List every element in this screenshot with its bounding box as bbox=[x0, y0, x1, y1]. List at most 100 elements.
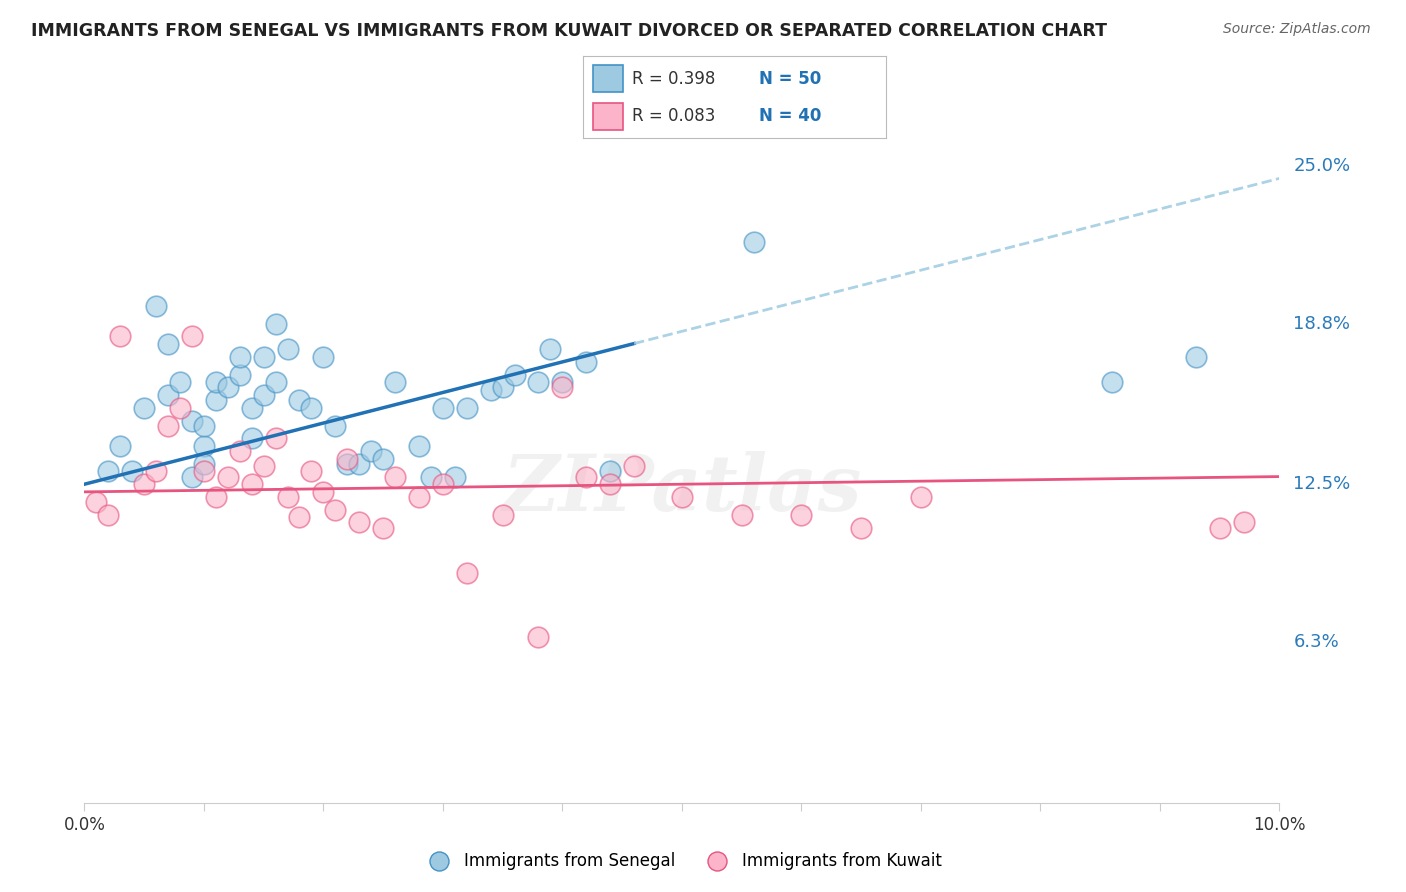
Point bbox=[575, 469, 598, 483]
Point bbox=[193, 457, 215, 471]
Point bbox=[527, 630, 550, 644]
Point bbox=[384, 469, 406, 483]
Point bbox=[181, 469, 204, 483]
Text: ZIPatlas: ZIPatlas bbox=[502, 450, 862, 527]
Point bbox=[288, 393, 311, 408]
Point bbox=[132, 477, 156, 491]
Point bbox=[145, 465, 167, 479]
Point bbox=[492, 508, 515, 522]
Point bbox=[288, 510, 311, 524]
Point bbox=[301, 401, 323, 415]
Point bbox=[264, 376, 287, 390]
Point bbox=[910, 490, 932, 504]
Point bbox=[121, 465, 143, 479]
Point bbox=[432, 401, 454, 415]
Point bbox=[623, 459, 645, 474]
Legend: Immigrants from Senegal, Immigrants from Kuwait: Immigrants from Senegal, Immigrants from… bbox=[416, 846, 948, 877]
Point bbox=[540, 342, 562, 356]
Text: R = 0.398: R = 0.398 bbox=[631, 70, 716, 87]
Point bbox=[97, 465, 120, 479]
Point bbox=[157, 418, 180, 433]
Point bbox=[181, 329, 204, 343]
Point bbox=[312, 484, 335, 499]
Point bbox=[217, 380, 239, 394]
Point bbox=[599, 477, 621, 491]
Point bbox=[253, 459, 276, 474]
Point bbox=[205, 490, 228, 504]
FancyBboxPatch shape bbox=[592, 65, 623, 92]
Point bbox=[527, 376, 550, 390]
FancyBboxPatch shape bbox=[592, 103, 623, 130]
Point bbox=[169, 376, 191, 390]
Point bbox=[86, 495, 108, 509]
Point bbox=[444, 469, 467, 483]
Point bbox=[671, 490, 693, 504]
Point bbox=[575, 355, 598, 369]
Point bbox=[408, 490, 430, 504]
Point bbox=[1233, 516, 1256, 530]
Point bbox=[301, 465, 323, 479]
Point bbox=[253, 350, 276, 364]
Point bbox=[731, 508, 754, 522]
Point bbox=[217, 469, 239, 483]
Point bbox=[1209, 520, 1232, 534]
Point bbox=[110, 439, 132, 453]
Point bbox=[228, 444, 252, 458]
Point bbox=[312, 350, 335, 364]
Point bbox=[145, 299, 167, 313]
Point bbox=[479, 383, 502, 397]
Point bbox=[599, 465, 621, 479]
Text: N = 50: N = 50 bbox=[759, 70, 821, 87]
Point bbox=[228, 368, 252, 382]
Point bbox=[456, 401, 478, 415]
Text: Source: ZipAtlas.com: Source: ZipAtlas.com bbox=[1223, 22, 1371, 37]
Point bbox=[420, 469, 443, 483]
Point bbox=[205, 393, 228, 408]
Point bbox=[205, 376, 228, 390]
Point bbox=[193, 465, 215, 479]
Point bbox=[432, 477, 454, 491]
Point bbox=[264, 317, 287, 331]
Point bbox=[349, 457, 371, 471]
Point bbox=[456, 566, 478, 581]
Point bbox=[408, 439, 430, 453]
Point bbox=[742, 235, 765, 249]
Point bbox=[277, 490, 299, 504]
Point bbox=[240, 401, 263, 415]
Text: IMMIGRANTS FROM SENEGAL VS IMMIGRANTS FROM KUWAIT DIVORCED OR SEPARATED CORRELAT: IMMIGRANTS FROM SENEGAL VS IMMIGRANTS FR… bbox=[31, 22, 1107, 40]
Text: R = 0.083: R = 0.083 bbox=[631, 107, 716, 125]
Point bbox=[228, 350, 252, 364]
Point bbox=[193, 439, 215, 453]
Point bbox=[384, 376, 406, 390]
Point bbox=[373, 451, 395, 466]
Point bbox=[240, 431, 263, 445]
Point bbox=[503, 368, 526, 382]
Point bbox=[373, 520, 395, 534]
Point bbox=[169, 401, 191, 415]
Point bbox=[97, 508, 120, 522]
Point bbox=[277, 342, 299, 356]
Point bbox=[157, 388, 180, 402]
Text: N = 40: N = 40 bbox=[759, 107, 821, 125]
Point bbox=[240, 477, 263, 491]
Point bbox=[492, 380, 515, 394]
Point bbox=[325, 502, 347, 516]
Point bbox=[360, 444, 382, 458]
Point bbox=[181, 413, 204, 427]
Point bbox=[193, 418, 215, 433]
Point bbox=[325, 418, 347, 433]
Text: 12.5%: 12.5% bbox=[1294, 475, 1351, 493]
Text: 6.3%: 6.3% bbox=[1294, 633, 1339, 651]
Point bbox=[336, 451, 359, 466]
Point bbox=[264, 431, 287, 445]
Point bbox=[110, 329, 132, 343]
Point bbox=[253, 388, 276, 402]
Point bbox=[551, 380, 574, 394]
Point bbox=[349, 516, 371, 530]
Point bbox=[851, 520, 873, 534]
Point bbox=[790, 508, 813, 522]
Point bbox=[132, 401, 156, 415]
Text: 18.8%: 18.8% bbox=[1294, 315, 1350, 333]
Point bbox=[551, 376, 574, 390]
Point bbox=[157, 337, 180, 351]
